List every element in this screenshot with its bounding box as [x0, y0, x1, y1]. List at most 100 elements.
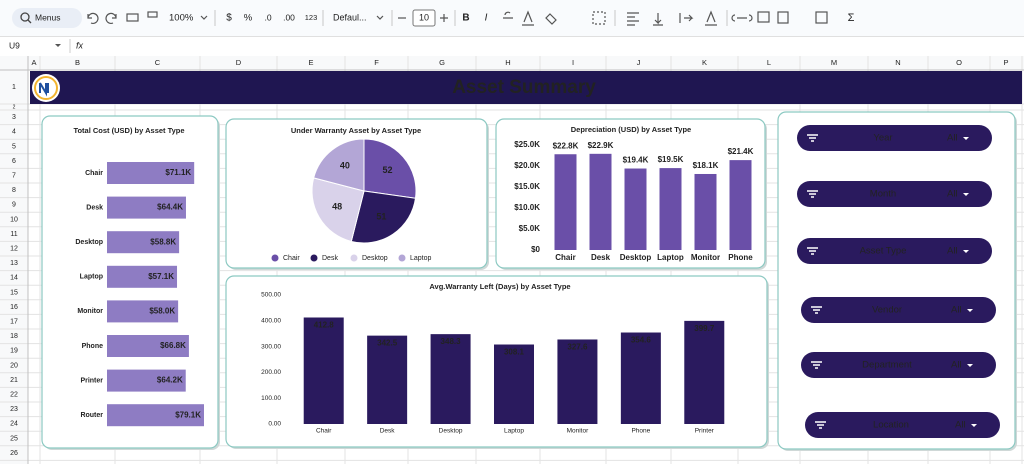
filter-label[interactable]: Asset Type [860, 246, 907, 257]
redo-icon[interactable] [105, 12, 117, 24]
bar [107, 335, 189, 357]
filter-button[interactable] [801, 297, 996, 323]
filter-value[interactable]: All [947, 133, 958, 144]
filter-label[interactable]: Location [873, 420, 909, 431]
y-tick-label: $20.0K [514, 161, 540, 170]
filter-button[interactable] [797, 238, 992, 264]
filter-label[interactable]: Department [862, 360, 912, 371]
rotate-icon[interactable] [705, 10, 717, 26]
filter-button[interactable] [805, 412, 1000, 438]
filter-caret [967, 309, 973, 312]
filter-button[interactable] [797, 125, 992, 151]
column-header: E [308, 58, 313, 67]
column-header: P [1003, 58, 1008, 67]
toolbar-bold[interactable]: B [462, 13, 469, 24]
legend-label: Desk [322, 255, 338, 262]
link-icon[interactable] [731, 14, 753, 22]
value-label: $19.4K [623, 156, 649, 165]
toolbar-search[interactable]: Menus [35, 12, 61, 22]
row-header: 19 [10, 348, 18, 355]
toolbar-functions[interactable]: Σ [848, 12, 855, 24]
text-color-icon[interactable] [522, 10, 534, 26]
y-tick-label: $5.0K [519, 224, 541, 233]
comment-icon[interactable] [757, 11, 770, 23]
toolbar-number-format[interactable]: 123 [305, 13, 318, 22]
valign-icon[interactable] [653, 13, 663, 26]
filter-icon[interactable] [815, 11, 828, 24]
value-label: 308.1 [504, 348, 525, 357]
zoom-caret[interactable] [200, 15, 208, 20]
category-label: Desk [86, 204, 103, 211]
font-size-box[interactable] [412, 9, 436, 27]
filter-button[interactable] [801, 352, 996, 378]
toolbar-zoom[interactable]: 100% [169, 13, 194, 24]
toolbar-currency[interactable]: $ [226, 13, 232, 24]
row-header: 10 [10, 216, 18, 223]
chart-title: Depreciation (USD) by Asset Type [571, 125, 691, 134]
filter-icon [807, 134, 818, 142]
value-label: 354.6 [631, 336, 652, 345]
category-label: Chair [316, 428, 332, 435]
fill-color-icon[interactable] [545, 13, 557, 25]
filter-label[interactable]: Vendor [872, 305, 902, 316]
category-label: Desktop [439, 428, 463, 435]
cell-reference[interactable]: U9 [9, 40, 20, 50]
toolbar-font[interactable]: Defaul... [333, 12, 367, 22]
increase-size[interactable] [440, 14, 448, 22]
row-header: 13 [10, 260, 18, 267]
filter-value[interactable]: All [947, 189, 958, 200]
column-header: L [767, 58, 771, 67]
separators [214, 10, 728, 26]
toolbar-font-size[interactable]: 10 [419, 12, 429, 22]
row-header: 6 [12, 158, 16, 165]
category-label: Laptop [657, 253, 684, 262]
value-label: $71.1K [165, 168, 191, 177]
search-box[interactable] [12, 8, 82, 28]
y-tick-label: 200.00 [261, 369, 281, 376]
filter-label[interactable]: Month [870, 189, 896, 200]
paint-format-icon[interactable] [147, 11, 158, 18]
bar [659, 168, 682, 250]
filter-value[interactable]: All [951, 360, 962, 371]
pie-slice [313, 138, 365, 192]
category-label: Printer [80, 377, 103, 384]
borders-icon[interactable] [592, 11, 606, 25]
slice-label: 52 [383, 165, 393, 175]
strike-icon[interactable] [503, 11, 513, 19]
filter-value[interactable]: All [951, 305, 962, 316]
wrap-icon[interactable] [679, 13, 694, 23]
filter-caret [963, 250, 969, 253]
row-header: 12 [10, 246, 18, 253]
legend-label: Chair [283, 255, 300, 262]
filter-button[interactable] [797, 181, 992, 207]
toolbar-percent[interactable]: % [244, 13, 253, 24]
bar [624, 168, 647, 250]
category-label: Phone [631, 428, 650, 435]
filter-value[interactable]: All [947, 246, 958, 257]
value-label: $22.8K [553, 141, 579, 150]
filter-caret [963, 137, 969, 140]
dashboard: Asset Summary Total Cost (USD) by Asset T… [30, 71, 1022, 451]
filter-label[interactable]: Year [873, 133, 892, 144]
chart-icon[interactable] [777, 11, 789, 24]
filter-icon [815, 421, 826, 429]
category-label: Chair [85, 170, 103, 177]
value-label: $64.2K [157, 376, 183, 385]
legend-swatch [310, 254, 318, 262]
name-box-caret[interactable] [55, 44, 61, 47]
column-header: A [31, 58, 36, 67]
align-icon[interactable] [627, 12, 639, 26]
y-tick-label: 500.00 [261, 292, 281, 299]
filter-value[interactable]: All [955, 420, 966, 431]
row-header: 25 [10, 435, 18, 442]
value-label: $22.9K [588, 141, 614, 150]
row-header: 4 [12, 129, 16, 136]
font-caret[interactable] [376, 15, 384, 20]
print-icon[interactable] [126, 13, 139, 22]
y-tick-label: $10.0K [514, 203, 540, 212]
undo-icon[interactable] [87, 12, 99, 24]
toolbar-increase-decimal[interactable]: .00 [283, 12, 295, 22]
toolbar-italic[interactable]: I [485, 13, 488, 24]
toolbar-decrease-decimal[interactable]: .0 [264, 12, 271, 22]
